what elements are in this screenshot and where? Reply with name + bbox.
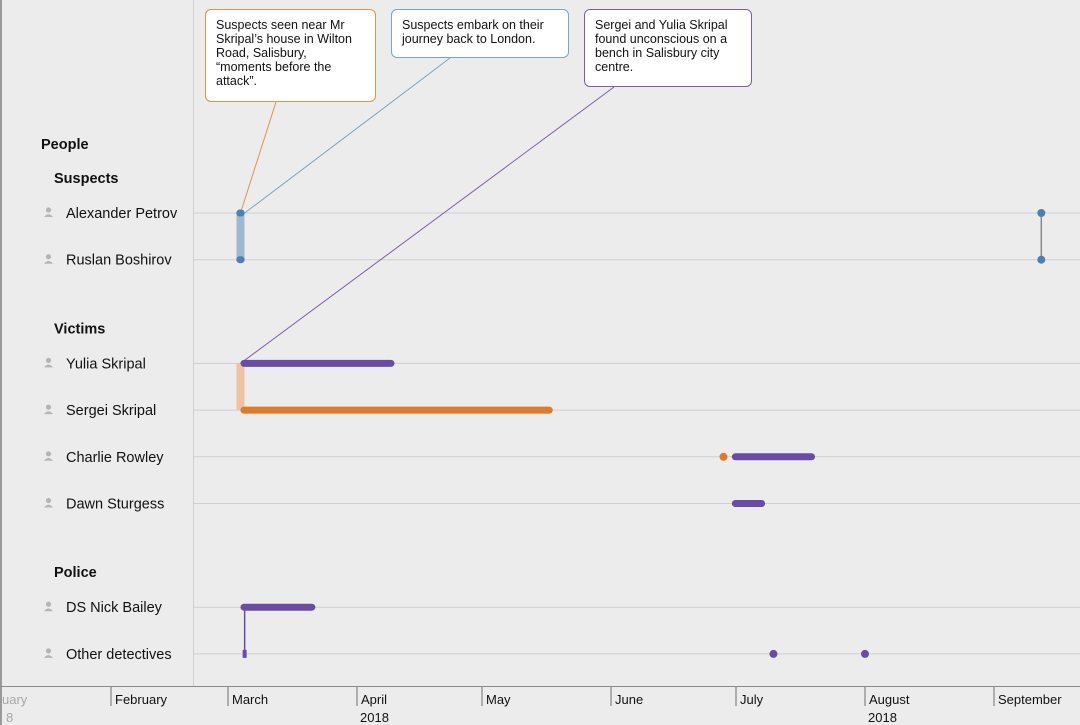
month-label-may: May: [486, 692, 511, 707]
year-label-march: 2018: [360, 710, 389, 725]
person-icon-body: [44, 214, 53, 217]
tick-other-detectives: [242, 649, 247, 658]
point-ruslan-boshirov: [1037, 255, 1046, 264]
person-icon: [44, 254, 53, 264]
point-other-detectives: [769, 649, 778, 658]
people-heading: People: [41, 137, 89, 153]
point-other-detectives: [861, 649, 869, 658]
person-icon-head: [45, 601, 52, 607]
person-icon-head: [45, 404, 52, 410]
segment-dawn-sturgess: [731, 500, 766, 507]
person-label-yulia-skripal: Yulia Skripal: [66, 356, 146, 372]
link-band-alexander-petrov-ruslan-boshirov: [236, 213, 245, 260]
person-icon-head: [45, 357, 52, 363]
month-label-august: August: [869, 692, 910, 707]
person-icon-body: [44, 260, 53, 264]
segment-alexander-petrov: [236, 209, 245, 217]
person-icon-body: [44, 411, 53, 415]
sidebar-divider: [193, 0, 194, 686]
person-icon-head: [45, 207, 52, 213]
person-label-sergei-skripal: Sergei Skripal: [66, 403, 156, 419]
person-icon: [44, 648, 53, 658]
segment-yulia-skripal: [240, 359, 395, 367]
callout-skripals-found: Sergei and Yulia Skripal found unconscio…: [584, 9, 752, 87]
point-alexander-petrov: [1037, 209, 1046, 217]
year-label-uary: 8: [6, 710, 13, 725]
person-icon: [44, 601, 53, 612]
person-icon-body: [44, 608, 53, 612]
person-label-other-detectives: Other detectives: [66, 647, 172, 663]
callout-leader-line: [240, 86, 615, 364]
month-label-april: April: [361, 692, 387, 707]
callout-text: Suspects seen near Mr Skripal’s house in…: [216, 18, 352, 88]
person-icon: [44, 404, 53, 415]
month-label-february: February: [115, 692, 168, 707]
month-label-july: July: [740, 692, 764, 707]
person-icon-head: [45, 648, 52, 654]
person-icon-body: [44, 364, 53, 368]
group-title-victims: Victims: [54, 321, 105, 337]
person-icon-body: [44, 504, 53, 508]
callout-text: Sergei and Yulia Skripal found unconscio…: [595, 18, 728, 74]
person-icon-body: [44, 655, 53, 658]
person-label-dawn-sturgess: Dawn Sturgess: [66, 497, 164, 513]
group-title-police: Police: [54, 565, 97, 581]
person-icon-body: [44, 458, 53, 461]
callout-leader-line: [244, 57, 451, 214]
point-charlie-rowley: [719, 452, 728, 461]
segment-ruslan-boshirov: [236, 256, 245, 264]
segment-ds-nick-bailey: [240, 603, 316, 611]
segment-charlie-rowley: [731, 453, 816, 461]
callout-leader-line: [240, 101, 277, 214]
person-icon: [44, 497, 53, 508]
person-label-charlie-rowley: Charlie Rowley: [66, 450, 164, 466]
callout-text: Suspects embark on their journey back to…: [402, 18, 544, 46]
person-icon-head: [45, 451, 52, 457]
person-icon: [44, 357, 53, 368]
person-icon-head: [45, 254, 52, 260]
callout-suspects-seen: Suspects seen near Mr Skripal’s house in…: [205, 9, 376, 102]
link-band-yulia-skripal-sergei-skripal: [236, 363, 245, 411]
person-label-ruslan-boshirov: Ruslan Boshirov: [66, 253, 172, 269]
year-label-july: 2018: [868, 710, 897, 725]
person-label-ds-nick-bailey: DS Nick Bailey: [66, 600, 163, 616]
month-label-march: March: [232, 692, 268, 707]
person-icon: [44, 451, 53, 461]
segment-sergei-skripal: [240, 406, 553, 414]
callout-suspects-return: Suspects embark on their journey back to…: [391, 9, 569, 58]
month-label-june: June: [615, 692, 643, 707]
person-icon-head: [45, 497, 52, 504]
month-label-september: September: [998, 692, 1062, 707]
month-label-uary: uary: [2, 692, 28, 707]
person-label-alexander-petrov: Alexander Petrov: [66, 206, 178, 222]
window-left-edge: [0, 0, 2, 725]
group-title-suspects: Suspects: [54, 171, 118, 187]
person-icon: [44, 207, 53, 217]
